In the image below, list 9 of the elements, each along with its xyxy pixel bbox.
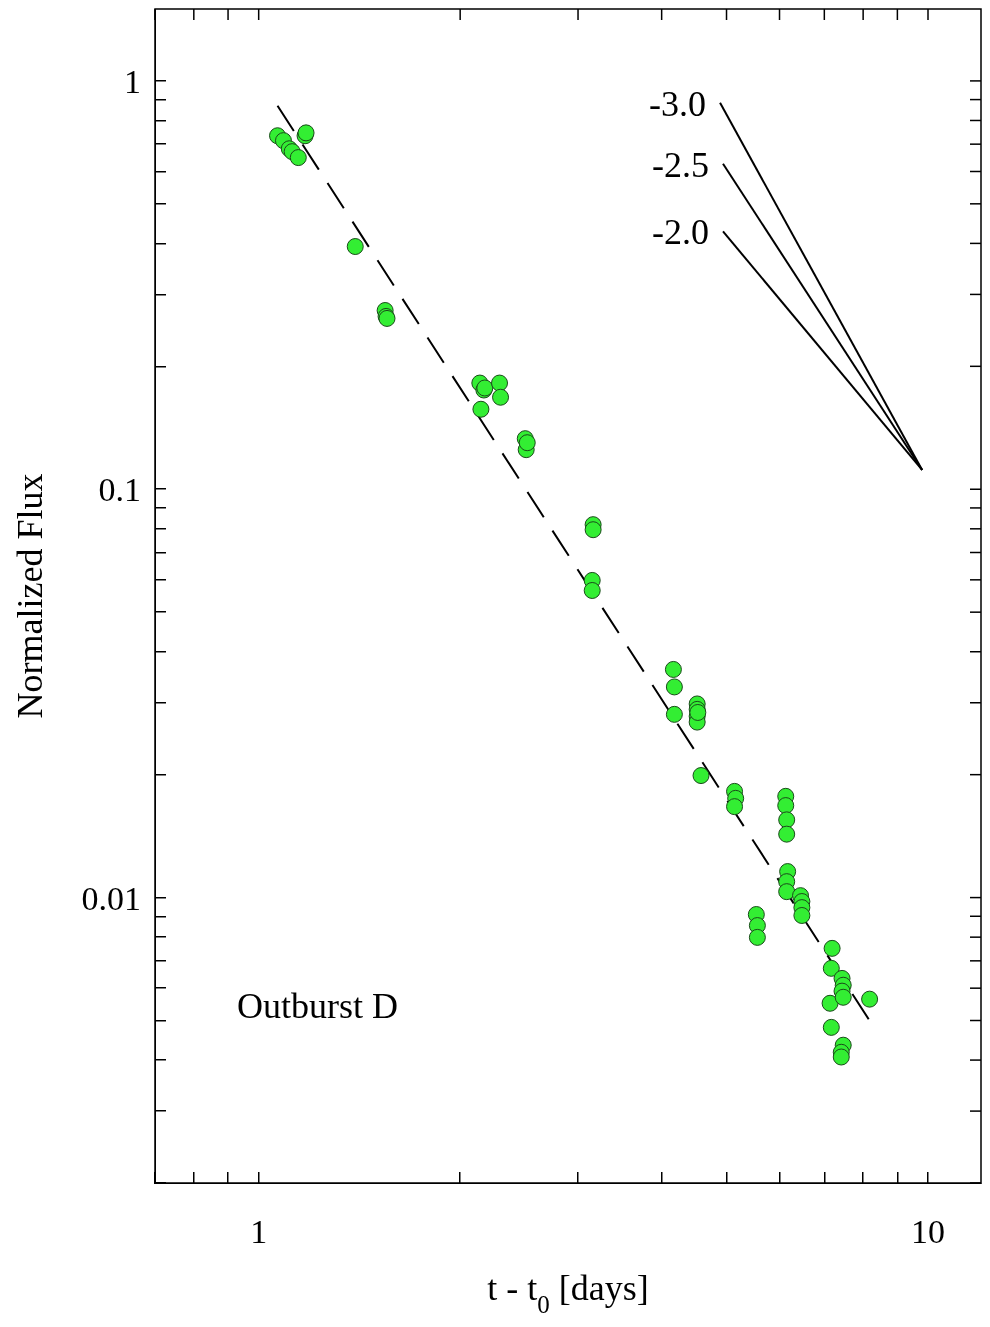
x-tick-label: 10: [911, 1213, 945, 1250]
series-label: -3.0: [649, 83, 707, 124]
y-tick-label: 0.1: [98, 471, 141, 509]
y-axis-title: Normalized Flux: [10, 473, 50, 719]
series-label: -2.5: [652, 144, 710, 185]
annotation: Outburst D: [237, 986, 398, 1026]
y-tick-label: 0.01: [81, 879, 141, 917]
y-tick-label: 1: [124, 62, 141, 100]
series-label: -2.0: [652, 212, 710, 253]
